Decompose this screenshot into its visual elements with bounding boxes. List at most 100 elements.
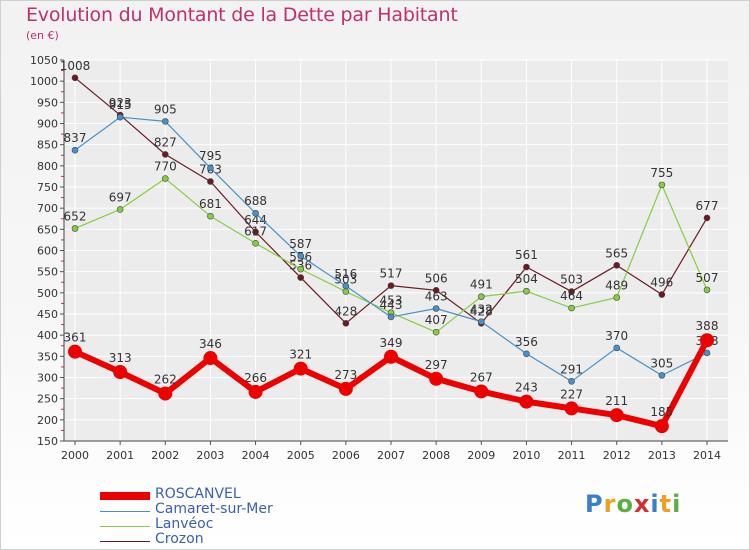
data-label: 652 <box>64 209 87 223</box>
data-label: 561 <box>515 248 538 262</box>
y-tick-label: 800 <box>37 160 58 173</box>
data-point <box>477 318 485 325</box>
data-label: 361 <box>64 331 87 345</box>
x-tick-label: 2010 <box>512 449 540 462</box>
data-point <box>658 372 666 379</box>
x-tick-label: 2003 <box>196 449 224 462</box>
data-point <box>342 288 350 295</box>
data-point <box>432 328 440 336</box>
data-label: 617 <box>244 224 267 238</box>
legend-swatch <box>100 511 150 512</box>
data-point <box>252 209 259 217</box>
legend-label: Lanvéoc <box>155 516 214 532</box>
data-label: 291 <box>560 362 583 376</box>
data-point <box>613 262 621 269</box>
data-label: 464 <box>560 289 583 303</box>
legend-swatch <box>100 541 150 542</box>
logo-letter: P <box>585 490 604 518</box>
data-point <box>161 118 169 125</box>
y-tick-label: 400 <box>37 329 58 342</box>
logo-letter: x <box>633 490 651 518</box>
data-point <box>523 263 530 271</box>
data-point <box>71 146 79 154</box>
x-tick-label: 2006 <box>332 449 360 462</box>
data-point <box>703 349 711 357</box>
data-label: 496 <box>650 276 673 290</box>
data-label: 297 <box>425 358 448 372</box>
data-point <box>158 386 173 401</box>
y-tick-label: 500 <box>37 287 58 300</box>
x-tick-label: 2004 <box>242 449 270 462</box>
x-tick-label: 2008 <box>422 449 450 462</box>
data-label: 536 <box>289 259 312 273</box>
x-tick-label: 2001 <box>106 449 134 462</box>
data-label: 453 <box>380 294 403 308</box>
legend-swatch <box>100 526 150 527</box>
data-point <box>207 212 214 220</box>
data-label: 273 <box>334 368 357 382</box>
data-point <box>613 294 621 301</box>
data-label: 517 <box>380 267 403 281</box>
data-point <box>613 344 621 352</box>
data-point <box>703 286 711 294</box>
legend-swatch <box>100 492 150 500</box>
data-point <box>523 350 530 358</box>
data-point <box>161 175 169 182</box>
data-point <box>387 282 395 289</box>
data-label: 795 <box>199 149 222 163</box>
legend-label: Camaret-sur-Mer <box>155 501 273 517</box>
data-point <box>297 252 305 260</box>
data-point <box>71 74 79 82</box>
data-point <box>113 364 128 379</box>
x-tick-label: 2007 <box>377 449 405 462</box>
y-tick-label: 450 <box>37 308 58 321</box>
data-point <box>432 286 440 294</box>
data-label: 516 <box>334 267 357 281</box>
data-label: 504 <box>515 272 538 286</box>
logo-letter: t <box>659 490 673 518</box>
x-tick-label: 2005 <box>287 449 315 462</box>
data-point <box>293 361 308 376</box>
data-label: 305 <box>650 356 673 370</box>
y-tick-label: 200 <box>37 414 58 427</box>
x-tick-label: 2014 <box>693 449 721 462</box>
data-point <box>116 113 124 121</box>
data-point <box>384 349 398 364</box>
y-tick-label: 550 <box>37 266 58 279</box>
data-point <box>387 313 395 321</box>
data-point <box>252 240 259 247</box>
data-label: 565 <box>605 246 628 260</box>
data-point <box>609 408 624 423</box>
data-point <box>297 265 305 273</box>
data-point <box>568 304 575 312</box>
y-tick-label: 1000 <box>30 75 58 88</box>
data-label: 506 <box>425 271 448 285</box>
data-point <box>297 274 305 281</box>
data-label: 697 <box>109 190 132 204</box>
data-label: 755 <box>650 166 673 180</box>
data-label: 432 <box>470 303 493 317</box>
data-label: 587 <box>289 237 312 251</box>
data-label: 827 <box>154 135 177 149</box>
data-point <box>658 181 666 189</box>
y-tick-label: 600 <box>37 245 58 258</box>
legend-label: ROSCANVEL <box>155 486 241 502</box>
y-tick-label: 1050 <box>30 54 58 67</box>
y-tick-label: 250 <box>37 393 58 406</box>
data-label: 227 <box>560 387 583 401</box>
data-label: 266 <box>244 371 267 385</box>
data-label: 489 <box>605 278 628 292</box>
data-label: 185 <box>650 405 673 419</box>
data-label: 211 <box>605 394 628 408</box>
x-tick-label: 2012 <box>603 449 631 462</box>
y-tick-label: 650 <box>37 223 58 236</box>
data-point <box>252 228 259 236</box>
data-label: 503 <box>334 273 357 287</box>
data-label: 507 <box>696 271 719 285</box>
data-label: 321 <box>289 348 312 362</box>
data-label: 688 <box>244 194 267 208</box>
logo-letter: i <box>650 490 660 518</box>
data-label: 915 <box>109 98 132 112</box>
data-label: 370 <box>605 329 628 343</box>
data-point <box>207 178 214 185</box>
